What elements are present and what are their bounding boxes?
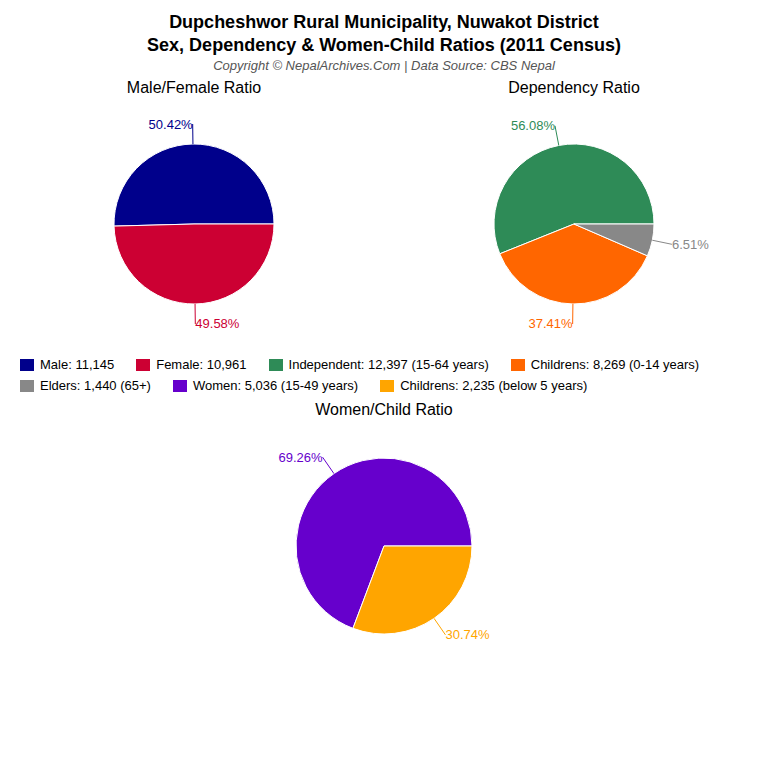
html-text:Childrens: 8,269 (0-14 years): Childrens: 8,269 (0-14 years) [530, 357, 700, 372]
svg-text:50.42%: 50.42% [149, 117, 194, 132]
svg-text:49.58%: 49.58% [195, 316, 240, 331]
html-text:Independent: 12,397 (15-64 yea: Independent: 12,397 (15-64 years) [288, 357, 489, 372]
html-text:Female: 10,961: Female: 10,961 [156, 357, 247, 372]
html-text:Male: 11,145: Male: 11,145 [40, 357, 115, 372]
svg-text:69.26%: 69.26% [278, 450, 323, 465]
html-text:Dupcheshwor Rural Municipality: Dupcheshwor Rural Municipality, Nuwakot … [169, 12, 599, 32]
svg-text:6.51%: 6.51% [672, 237, 709, 252]
svg-text:56.08%: 56.08% [511, 118, 556, 133]
html-text:Dependency Ratio: Dependency Ratio [508, 79, 640, 96]
svg-text:30.74%: 30.74% [445, 627, 490, 642]
html-text:Women/Child Ratio: Women/Child Ratio [315, 401, 453, 418]
html-text:Elders: 1,440 (65+): Elders: 1,440 (65+) [40, 378, 151, 393]
html-text:Women: 5,036 (15-49 years): Women: 5,036 (15-49 years) [192, 378, 359, 393]
html-text:Sex, Dependency & Women-Child: Sex, Dependency & Women-Child Ratios (20… [147, 35, 621, 55]
html-text:Copyright © NepalArchives.Com: Copyright © NepalArchives.Com | Data Sou… [213, 58, 555, 73]
html-text:Childrens: 2,235 (below 5 year: Childrens: 2,235 (below 5 years) [400, 378, 588, 393]
svg-text:37.41%: 37.41% [529, 316, 574, 331]
html-text:Male/Female Ratio: Male/Female Ratio [126, 79, 262, 96]
